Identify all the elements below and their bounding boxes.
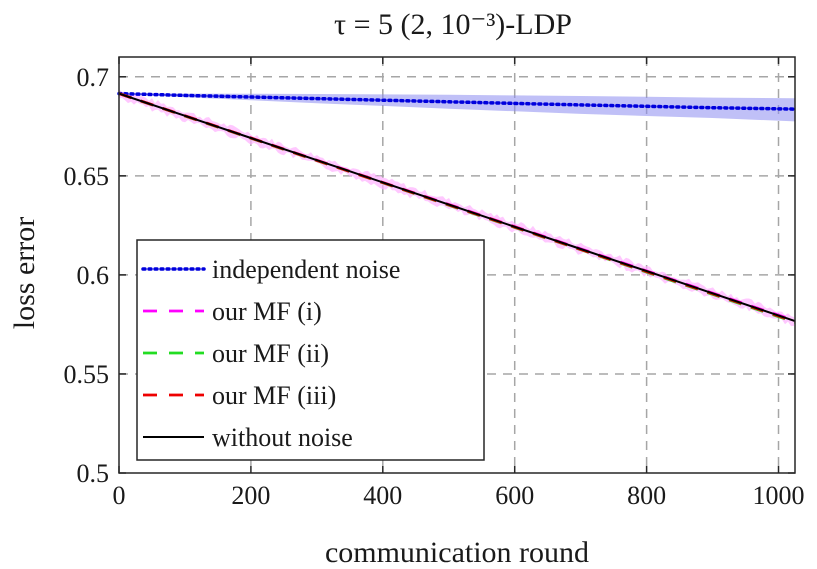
legend-label-3: our MF (ii) bbox=[212, 339, 329, 368]
series-1-line bbox=[117, 91, 797, 111]
series-lines bbox=[117, 91, 797, 324]
legend-label-1: independent noise bbox=[212, 255, 400, 284]
legend-label-4: our MF (iii) bbox=[212, 381, 336, 410]
x-tick-label: 600 bbox=[495, 481, 534, 510]
series-1-band bbox=[119, 93, 795, 122]
x-axis-label: communication round bbox=[325, 536, 589, 569]
legend-label-5: without noise bbox=[212, 423, 353, 452]
x-axis-ticks: 0 200 400 600 800 1000 bbox=[113, 57, 805, 510]
x-tick-label: 0 bbox=[113, 481, 126, 510]
chart-title: τ = 5 (2, 10⁻³)-LDP bbox=[334, 8, 572, 41]
x-tick-label: 1000 bbox=[753, 481, 805, 510]
y-tick-label: 0.65 bbox=[64, 162, 110, 191]
y-tick-label: 0.5 bbox=[77, 459, 110, 488]
legend-label-2: our MF (i) bbox=[212, 297, 322, 326]
y-axis-label: loss error bbox=[8, 217, 41, 329]
x-tick-label: 400 bbox=[363, 481, 402, 510]
x-tick-label: 800 bbox=[627, 481, 666, 510]
series-5-line bbox=[118, 92, 796, 323]
x-tick-label: 200 bbox=[231, 481, 270, 510]
y-tick-label: 0.55 bbox=[64, 360, 110, 389]
y-axis-ticks: 0.5 0.55 0.6 0.65 0.7 bbox=[64, 63, 795, 488]
y-tick-label: 0.7 bbox=[77, 63, 110, 92]
plot-frame bbox=[118, 56, 796, 474]
y-tick-label: 0.6 bbox=[77, 261, 110, 290]
legend-box bbox=[136, 239, 485, 461]
legend: independent noise our MF (i) our MF (ii) ou… bbox=[136, 239, 485, 461]
